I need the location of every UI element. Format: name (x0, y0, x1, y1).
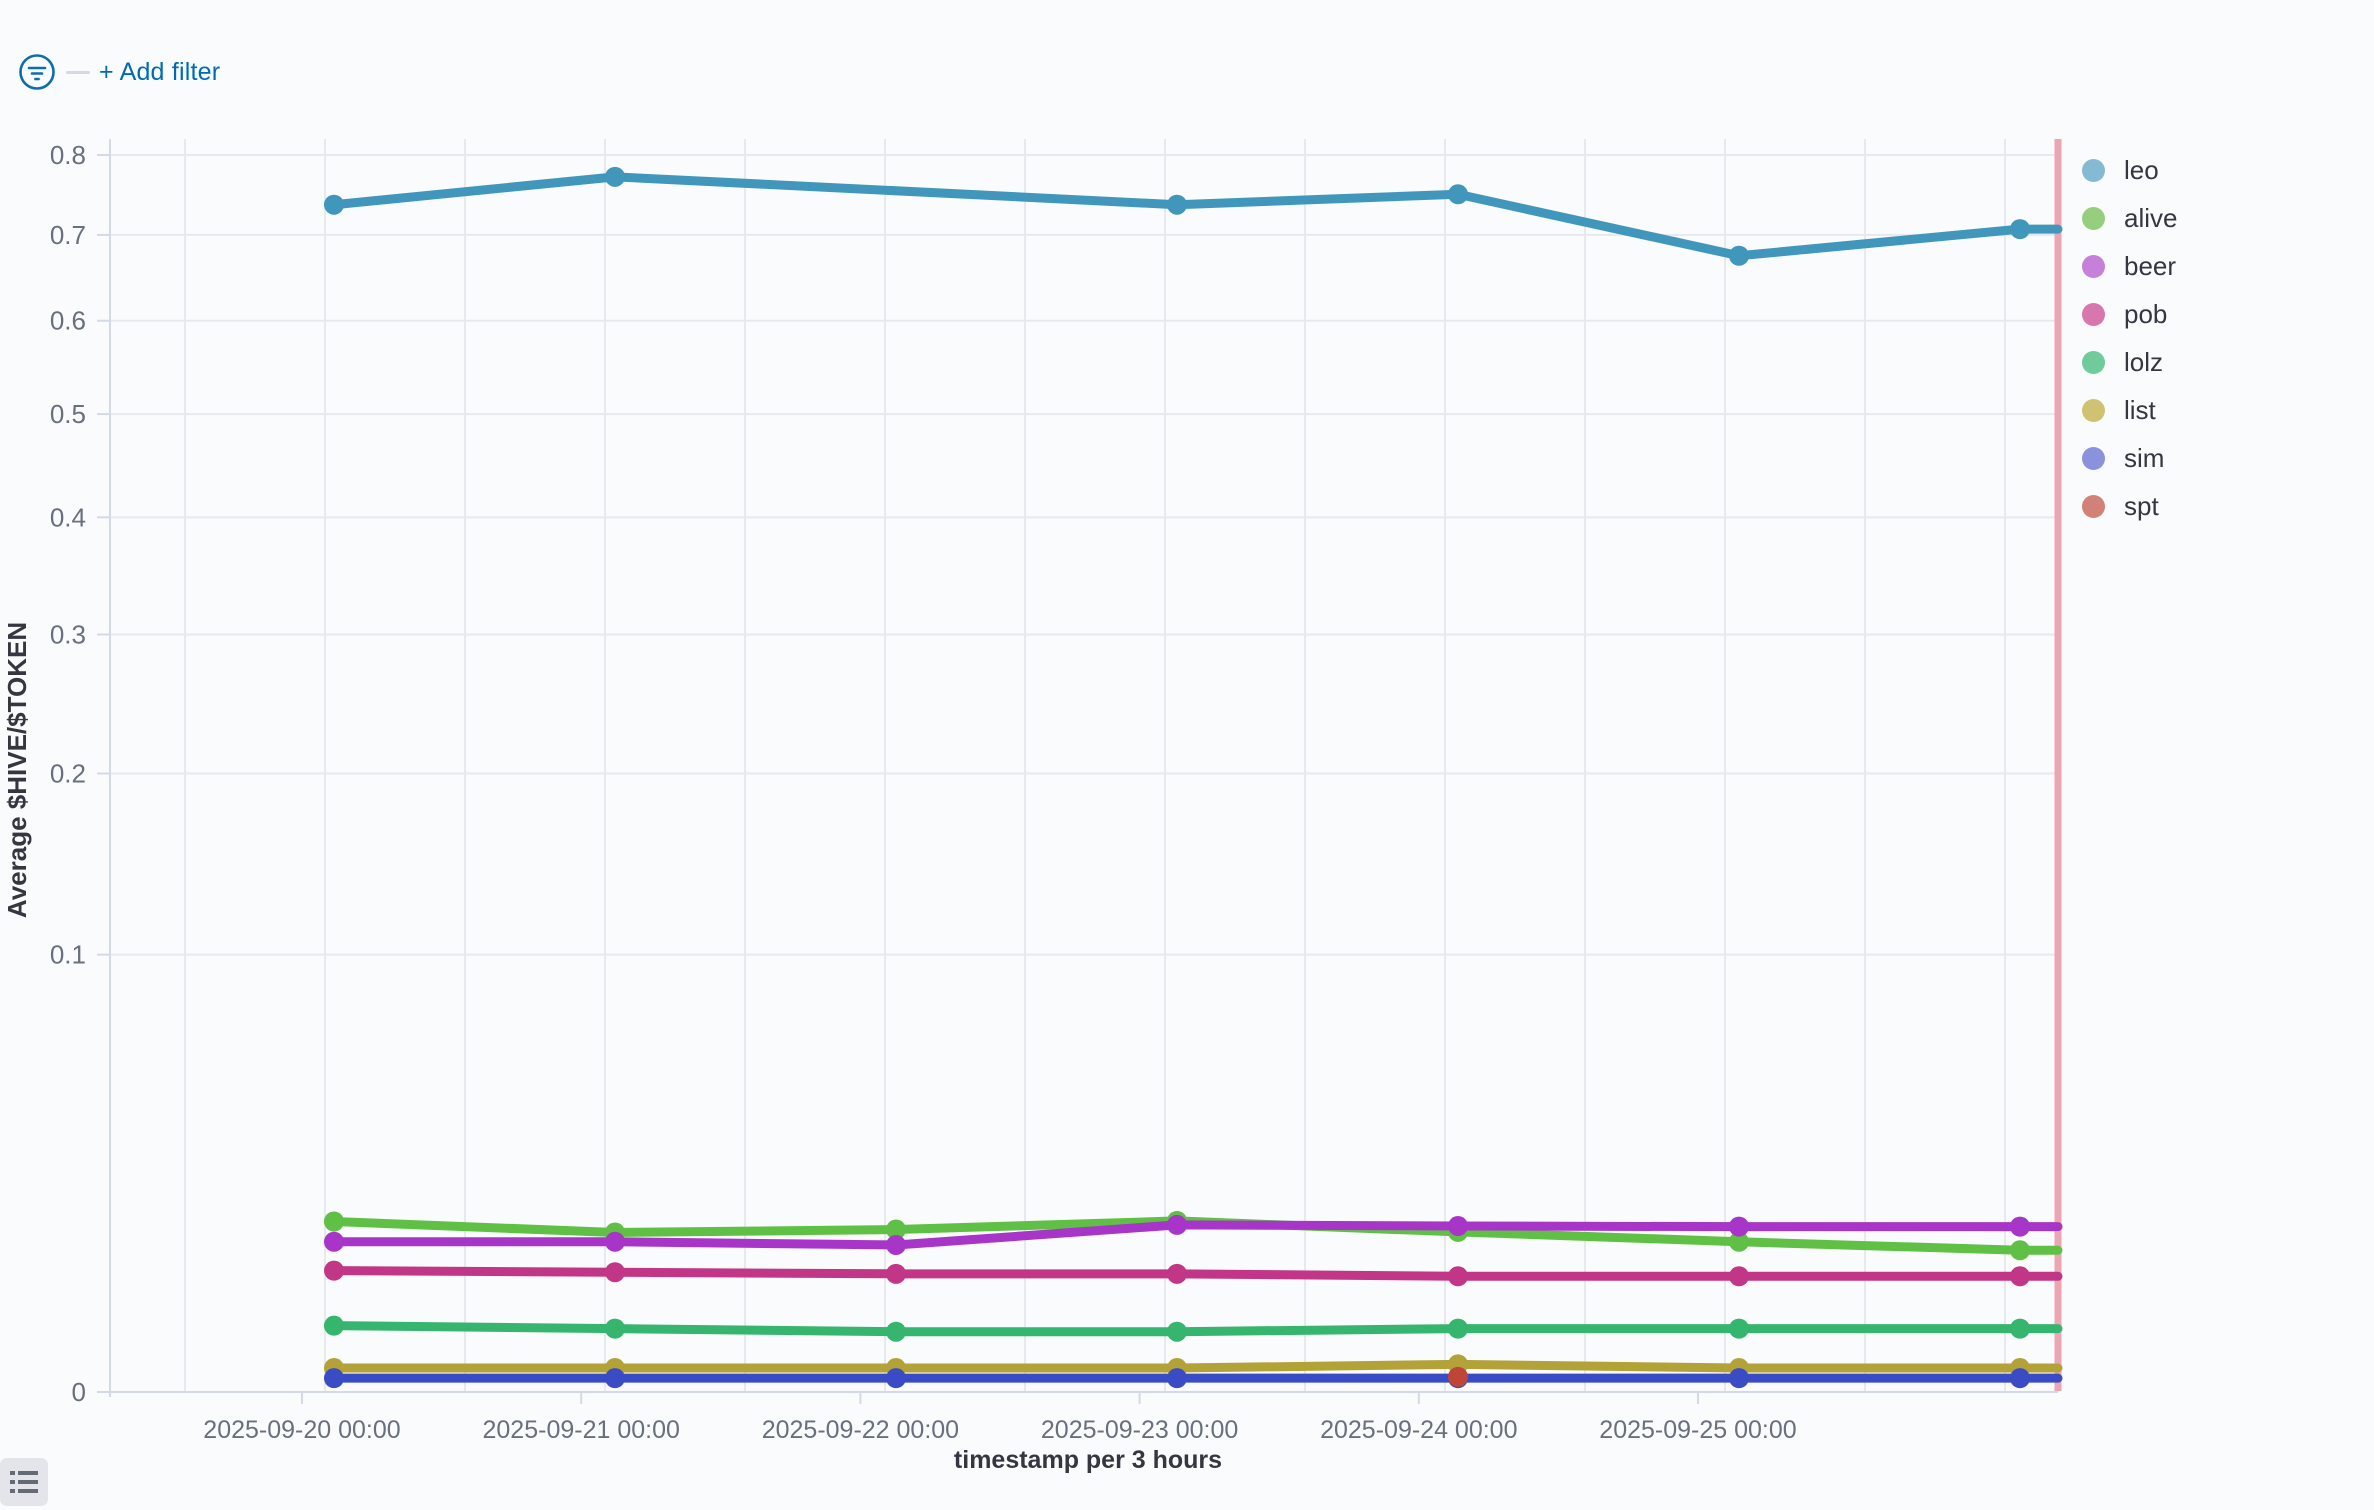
y-tick-label: 0.7 (50, 220, 86, 250)
legend-item-spt[interactable]: spt (2082, 482, 2177, 530)
x-tick-label: 2025-09-20 00:00 (203, 1416, 400, 1444)
y-axis-title: Average $HIVE/$TOKEN (2, 622, 32, 918)
series-line-pob (329, 1266, 2063, 1281)
y-tick-label: 0.2 (50, 759, 86, 789)
data-point-lolz[interactable] (324, 1315, 344, 1336)
legend-swatch-leo (2082, 158, 2105, 182)
chart-legend: leo alive beer pob lolz list sim spt (2082, 146, 2177, 530)
data-point-alive[interactable] (324, 1211, 344, 1232)
filter-menu-button[interactable] (14, 49, 60, 95)
legend-label: alive (2124, 202, 2178, 233)
filter-bar-divider (66, 70, 90, 74)
filter-bar: + Add filter (14, 50, 220, 94)
data-point-beer[interactable] (324, 1231, 344, 1252)
legend-item-sim[interactable]: sim (2082, 434, 2177, 482)
legend-item-beer[interactable]: beer (2082, 242, 2177, 290)
data-point-sim[interactable] (605, 1368, 625, 1389)
x-tick-label: 2025-09-21 00:00 (483, 1416, 680, 1444)
x-axis-title: timestamp per 3 hours (954, 1446, 1222, 1474)
legend-label: beer (2124, 250, 2177, 281)
data-point-leo[interactable] (1448, 184, 1468, 205)
legend-swatch-spt (2082, 494, 2105, 518)
data-point-alive[interactable] (1729, 1231, 1749, 1252)
data-point-leo[interactable] (1167, 194, 1187, 215)
data-point-sim[interactable] (1729, 1368, 1749, 1389)
legend-label: lolz (2124, 346, 2164, 377)
y-tick-label: 0.5 (50, 399, 86, 429)
data-point-beer[interactable] (1167, 1214, 1187, 1235)
data-point-beer[interactable] (1729, 1216, 1749, 1237)
series-line-lolz (329, 1321, 2063, 1337)
data-point-alive[interactable] (886, 1219, 906, 1240)
legend-label: spt (2124, 490, 2159, 521)
legend-swatch-alive (2082, 206, 2105, 230)
legend-toggle-button[interactable] (0, 1458, 48, 1506)
data-point-lolz[interactable] (886, 1321, 906, 1342)
add-filter-link[interactable]: + Add filter (99, 58, 221, 86)
legend-label: pob (2124, 298, 2168, 329)
y-tick-label: 0.3 (50, 619, 86, 649)
data-point-sim[interactable] (324, 1368, 344, 1389)
data-point-pob[interactable] (886, 1263, 906, 1284)
y-tick-label: 0.1 (50, 940, 86, 970)
data-point-beer[interactable] (2010, 1216, 2030, 1237)
legend-swatch-lolz (2082, 350, 2105, 374)
legend-swatch-pob (2082, 302, 2105, 326)
legend-label: list (2124, 394, 2156, 425)
data-point-leo[interactable] (324, 194, 344, 215)
y-tick-label: 0 (72, 1377, 86, 1407)
data-point-beer[interactable] (886, 1234, 906, 1255)
data-point-pob[interactable] (1729, 1266, 1749, 1287)
data-point-pob[interactable] (1167, 1263, 1187, 1284)
data-point-beer[interactable] (605, 1231, 625, 1252)
data-point-sim[interactable] (886, 1368, 906, 1389)
data-point-beer[interactable] (1448, 1216, 1468, 1237)
data-point-pob[interactable] (2010, 1266, 2030, 1287)
legend-item-leo[interactable]: leo (2082, 146, 2177, 194)
x-tick-label: 2025-09-23 00:00 (1041, 1416, 1238, 1444)
legend-item-lolz[interactable]: lolz (2082, 338, 2177, 386)
legend-swatch-beer (2082, 254, 2105, 278)
data-point-alive[interactable] (2010, 1240, 2030, 1261)
x-tick-label: 2025-09-25 00:00 (1599, 1416, 1796, 1444)
data-point-pob[interactable] (605, 1262, 625, 1283)
legend-item-pob[interactable]: pob (2082, 290, 2177, 338)
series-line-beer (329, 1220, 2063, 1250)
x-tick-label: 2025-09-24 00:00 (1320, 1416, 1517, 1444)
data-point-pob[interactable] (1448, 1266, 1468, 1287)
series-line-list (329, 1359, 2063, 1373)
y-tick-label: 0.6 (50, 306, 86, 336)
data-point-lolz[interactable] (1729, 1318, 1749, 1339)
legend-item-list[interactable]: list (2082, 386, 2177, 434)
data-point-spt[interactable] (1448, 1366, 1468, 1387)
data-point-lolz[interactable] (2010, 1318, 2030, 1339)
data-point-leo[interactable] (605, 166, 625, 187)
y-tick-label: 0.4 (50, 502, 86, 532)
data-point-lolz[interactable] (1448, 1318, 1468, 1339)
y-tick-label: 0.8 (50, 140, 86, 170)
legend-item-alive[interactable]: alive (2082, 194, 2177, 242)
data-point-pob[interactable] (324, 1260, 344, 1281)
legend-swatch-list (2082, 398, 2105, 422)
legend-label: leo (2124, 154, 2159, 185)
list-icon (10, 1471, 38, 1493)
data-point-lolz[interactable] (605, 1318, 625, 1339)
data-point-lolz[interactable] (1167, 1321, 1187, 1342)
x-tick-label: 2025-09-22 00:00 (762, 1416, 959, 1444)
legend-swatch-sim (2082, 446, 2105, 470)
data-point-leo[interactable] (1729, 245, 1749, 266)
legend-label: sim (2124, 442, 2165, 473)
data-point-sim[interactable] (2010, 1368, 2030, 1389)
filter-icon (19, 54, 55, 90)
data-point-sim[interactable] (1167, 1368, 1187, 1389)
data-point-leo[interactable] (2010, 219, 2030, 240)
series-line-leo (329, 172, 2063, 261)
